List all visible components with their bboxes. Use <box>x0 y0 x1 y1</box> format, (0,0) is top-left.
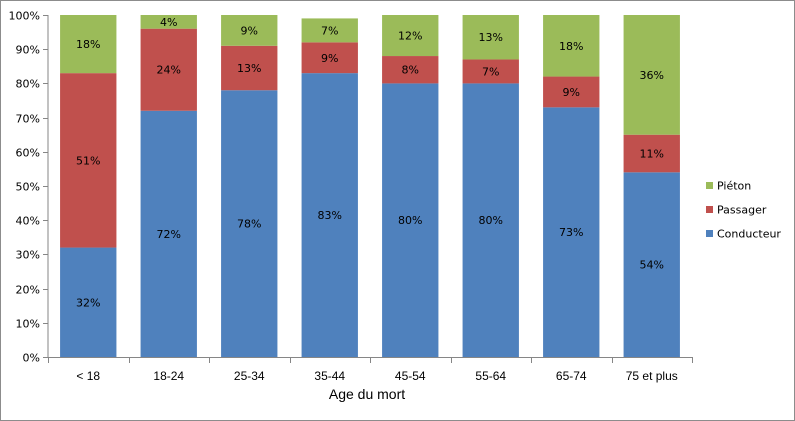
data-label: 78% <box>237 218 261 231</box>
x-tick-label: 65-74 <box>556 369 587 383</box>
y-tick-label: 90% <box>16 44 40 57</box>
y-tick-label: 80% <box>16 78 40 91</box>
x-tick-label: 75 et plus <box>626 369 678 383</box>
y-tick-label: 100% <box>9 10 40 23</box>
bar-segment-conducteur <box>462 83 519 358</box>
y-tick-label: 20% <box>16 284 40 297</box>
bar-segment-conducteur <box>60 247 117 357</box>
legend: Piéton Passager Conducteur <box>706 180 781 241</box>
bar-segment-conducteur <box>140 110 197 357</box>
bar-segment-piéton <box>543 15 600 77</box>
bar-segment-passager <box>382 56 439 84</box>
data-label: 9% <box>563 86 580 99</box>
data-label: 72% <box>157 228 181 241</box>
bar-segment-passager <box>140 28 197 111</box>
y-tick-label: 30% <box>16 249 40 262</box>
legend-label: Passager <box>717 204 767 217</box>
data-label: 7% <box>321 24 338 37</box>
x-tick-label: 55-64 <box>475 369 506 383</box>
bar-segment-piéton <box>623 15 680 135</box>
data-label: 4% <box>160 16 177 29</box>
data-label: 51% <box>76 154 100 167</box>
x-axis-title: Age du mort <box>329 386 405 402</box>
data-label: 13% <box>237 62 261 75</box>
bar-segment-passager <box>462 59 519 84</box>
x-tick-label: < 18 <box>76 369 100 383</box>
y-tick-label: 60% <box>16 147 40 160</box>
bar-segment-conducteur <box>301 73 358 357</box>
data-label: 8% <box>402 64 419 77</box>
x-tick-label: 25-34 <box>234 369 265 383</box>
bar-segment-piéton <box>221 15 278 46</box>
legend-swatch <box>706 230 713 237</box>
bar-segment-piéton <box>301 18 358 43</box>
bar-segment-conducteur <box>623 172 680 357</box>
bar-segment-passager <box>543 76 600 108</box>
bar-segment-conducteur <box>382 83 439 358</box>
data-label: 32% <box>76 296 100 309</box>
y-tick-label: 70% <box>16 113 40 126</box>
x-axis: < 18 18-24 25-34 35-44 45-54 55-64 65-74 75 et … <box>48 357 693 383</box>
legend-swatch <box>706 206 713 213</box>
bars: 32% 51% 18% 72% 24% 4% 78% 13% 9% 83% 9% 7% 80% 8% 12%… <box>60 15 680 358</box>
data-label: 80% <box>479 214 503 227</box>
y-axis: 0% 10% 20% 30% 40% 50% 60% 70% 80% 90% 100% <box>9 10 49 365</box>
data-label: 24% <box>157 64 181 77</box>
bar-segment-passager <box>301 42 358 74</box>
data-label: 13% <box>479 31 503 44</box>
x-tick-label: 45-54 <box>395 369 426 383</box>
y-tick-label: 0% <box>23 352 40 365</box>
data-label: 18% <box>559 40 583 53</box>
bar-segment-passager <box>221 45 278 91</box>
data-label: 12% <box>398 30 422 43</box>
y-tick-label: 40% <box>16 215 40 228</box>
y-tick-label: 50% <box>16 181 40 194</box>
data-label: 54% <box>640 259 664 272</box>
bar-segment-piéton <box>140 15 197 29</box>
legend-swatch <box>706 182 713 189</box>
bar-segment-conducteur <box>543 107 600 357</box>
data-label: 9% <box>321 52 338 65</box>
bar-segment-conducteur <box>221 90 278 358</box>
data-label: 36% <box>640 69 664 82</box>
data-label: 83% <box>318 209 342 222</box>
bar-segment-piéton <box>382 15 439 57</box>
y-tick-label: 10% <box>16 318 40 331</box>
bar-segment-passager <box>623 134 680 173</box>
bar-segment-piéton <box>462 15 519 60</box>
legend-label: Conducteur <box>717 228 781 241</box>
data-label: 7% <box>482 65 499 78</box>
data-label: 73% <box>559 226 583 239</box>
data-label: 11% <box>640 148 664 161</box>
data-label: 9% <box>241 24 258 37</box>
data-label: 18% <box>76 38 100 51</box>
bar-segment-piéton <box>60 15 117 74</box>
bar-segment-passager <box>60 73 117 248</box>
legend-label: Piéton <box>717 180 751 193</box>
x-tick-label: 35-44 <box>314 369 345 383</box>
data-label: 80% <box>398 214 422 227</box>
x-tick-label: 18-24 <box>153 369 184 383</box>
